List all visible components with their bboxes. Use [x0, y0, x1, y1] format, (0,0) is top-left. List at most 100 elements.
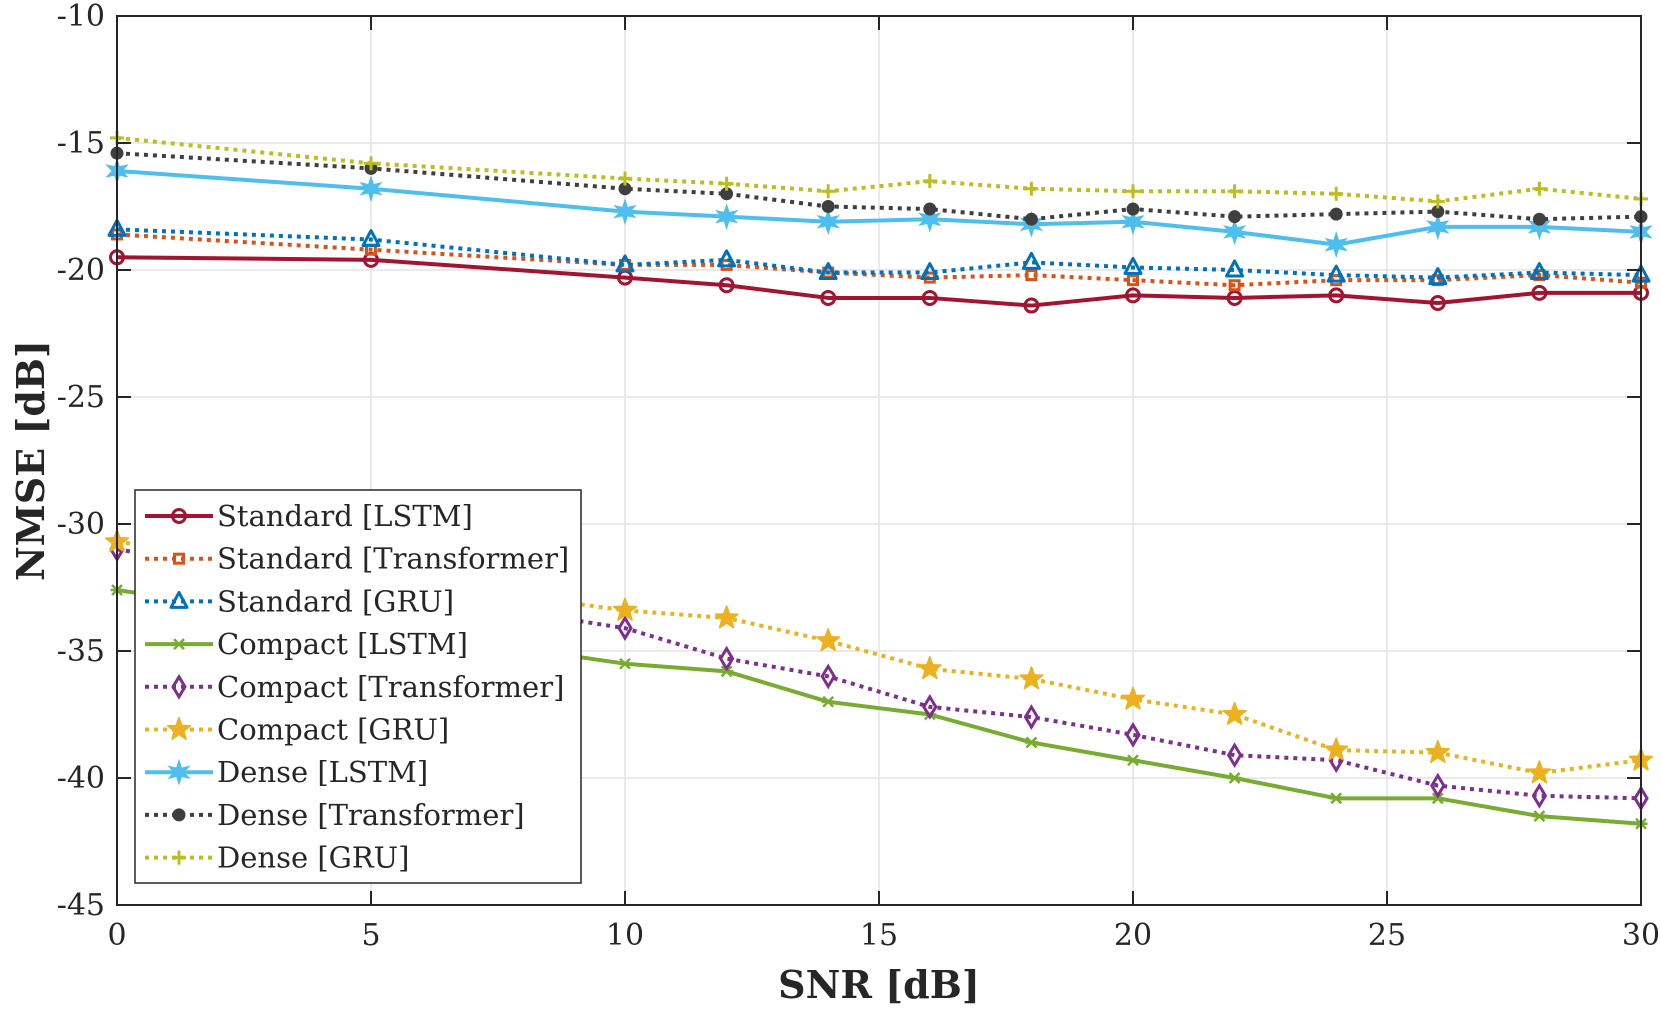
legend-marker	[167, 758, 191, 786]
data-point	[818, 262, 838, 281]
data-point	[1531, 782, 1548, 809]
legend-entry: Standard [LSTM]	[145, 499, 473, 533]
series-line	[116, 539, 1642, 775]
data-point	[816, 628, 841, 652]
axis-ticks: 0 5 10 15 20 25 30 -10 -15 -20 -25 -30 -35 -40 -45	[57, 0, 1660, 953]
data-point	[921, 289, 938, 306]
legend: Standard [LSTM] Standard [Transformer] Sta…	[134, 489, 582, 884]
series-line	[116, 547, 1642, 801]
data-point	[1021, 251, 1041, 270]
data-point	[821, 695, 835, 708]
data-point	[1226, 742, 1243, 769]
data-point	[820, 663, 836, 690]
x-tick-label: 25	[1368, 918, 1406, 953]
legend-entry: Dense [LSTM]	[145, 755, 428, 789]
data-point	[918, 205, 942, 233]
data-point	[1024, 181, 1039, 196]
data-point	[1227, 184, 1242, 199]
data-point	[1125, 287, 1141, 304]
data-point	[821, 200, 835, 213]
data-point	[1024, 736, 1038, 749]
x-tick-label: 20	[1114, 918, 1152, 953]
data-point	[1429, 295, 1446, 312]
data-point	[1126, 184, 1140, 199]
data-point	[618, 171, 632, 186]
data-point	[1527, 760, 1552, 784]
data-point	[1532, 212, 1546, 226]
x-tick-label: 30	[1622, 918, 1660, 953]
data-point	[1329, 792, 1343, 805]
legend-marker	[173, 552, 185, 565]
data-point	[1228, 772, 1242, 784]
legend-label: Compact [LSTM]	[217, 627, 468, 661]
legend-marker	[171, 508, 187, 524]
data-point	[714, 605, 739, 629]
y-tick-label: -20	[57, 253, 105, 288]
data-point	[1120, 686, 1146, 710]
data-point	[917, 656, 942, 680]
x-tick-label: 0	[107, 918, 126, 953]
data-point	[1324, 231, 1348, 259]
legend-marker	[171, 673, 187, 700]
data-point	[923, 202, 937, 216]
data-point	[1426, 213, 1450, 241]
data-point	[618, 657, 632, 670]
series-standard-lstm	[109, 249, 1649, 314]
legend-marker	[172, 808, 186, 822]
x-tick-label: 5	[361, 918, 380, 953]
data-point	[820, 289, 837, 306]
series-compact-gru	[104, 529, 1654, 784]
y-axis-label: NMSE [dB]	[8, 340, 53, 581]
data-point	[1121, 208, 1145, 236]
legend-label: Compact [Transformer]	[217, 670, 564, 704]
legend-label: Dense [LSTM]	[217, 755, 428, 789]
data-point	[718, 277, 735, 294]
data-point	[617, 615, 633, 642]
data-point	[1532, 181, 1547, 196]
data-point	[613, 198, 637, 226]
data-point	[1425, 739, 1450, 764]
data-point	[718, 645, 735, 672]
legend-label: Compact [GRU]	[217, 713, 449, 747]
data-point	[1529, 262, 1549, 281]
data-point	[359, 175, 383, 203]
legend-entry: Compact [LSTM]	[145, 627, 468, 661]
data-point	[1126, 202, 1140, 216]
legend-marker	[169, 590, 189, 609]
data-point	[1019, 666, 1044, 690]
data-point	[1126, 754, 1140, 767]
y-tick-label: -35	[57, 634, 105, 669]
data-point	[922, 693, 938, 720]
data-point	[1532, 810, 1546, 822]
data-point	[1024, 212, 1038, 226]
data-point	[1329, 207, 1343, 221]
data-point	[1023, 704, 1040, 730]
series-standard-gru	[107, 218, 1651, 286]
data-point	[1228, 279, 1241, 292]
data-point	[1329, 186, 1344, 201]
data-point	[1430, 772, 1446, 799]
data-point	[1531, 284, 1548, 301]
data-point	[920, 262, 940, 281]
data-point	[719, 176, 734, 191]
y-tick-label: -40	[57, 761, 105, 796]
data-point	[1430, 194, 1445, 209]
plot-series	[104, 130, 1654, 830]
series-dense-transformer	[110, 146, 1648, 226]
data-point	[1228, 210, 1242, 224]
series-compact-transformer	[109, 536, 1649, 812]
legend-label: Standard [GRU]	[217, 584, 454, 618]
y-tick-label: -45	[57, 888, 105, 923]
legend-entry: Standard [GRU]	[145, 584, 454, 618]
data-point	[1527, 213, 1552, 241]
legend-marker	[166, 716, 192, 740]
data-point	[1025, 269, 1038, 282]
legend-entry: Standard [Transformer]	[145, 542, 569, 576]
legend-entry: Compact [Transformer]	[145, 670, 564, 704]
legend-entry: Dense [Transformer]	[145, 798, 525, 832]
data-point	[1428, 267, 1448, 286]
data-point	[714, 203, 739, 231]
legend-label: Dense [GRU]	[217, 841, 409, 875]
data-point	[922, 174, 937, 189]
data-point	[1226, 289, 1243, 306]
